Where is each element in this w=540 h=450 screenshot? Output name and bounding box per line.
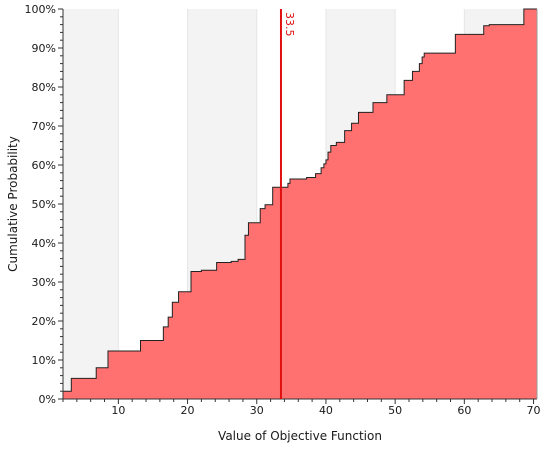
- x-tick-label: 10: [111, 404, 125, 417]
- y-tick-label: 90%: [32, 42, 56, 55]
- y-tick-label: 20%: [32, 315, 56, 328]
- y-tick-label: 80%: [32, 81, 56, 94]
- background-band: [63, 9, 119, 399]
- y-tick-label: 100%: [25, 3, 56, 16]
- x-tick-label: 20: [181, 404, 195, 417]
- y-tick-label: 70%: [32, 120, 56, 133]
- y-tick-label: 60%: [32, 159, 56, 172]
- x-tick-label: 40: [319, 404, 333, 417]
- y-tick-label: 40%: [32, 237, 56, 250]
- x-tick-label: 50: [388, 404, 402, 417]
- x-tick-label: 70: [527, 404, 540, 417]
- x-tick-label: 30: [250, 404, 264, 417]
- x-tick-label: 60: [457, 404, 471, 417]
- y-tick-label: 30%: [32, 276, 56, 289]
- x-axis-title: Value of Objective Function: [218, 429, 382, 443]
- y-tick-label: 50%: [32, 198, 56, 211]
- y-tick-label: 0%: [39, 393, 56, 406]
- y-axis-title: Cumulative Probability: [6, 136, 20, 272]
- y-tick-label: 10%: [32, 354, 56, 367]
- cumulative-step-line: [63, 8, 537, 392]
- cumulative-area: [63, 9, 537, 399]
- marker-label: 33.5: [283, 12, 296, 37]
- y-axis-ticks: 0% 10% 20% 30% 40% 50% 60% 70% 80% 90% 100%: [25, 3, 63, 406]
- x-axis-ticks: 10 20 30 40 50 60 70: [62, 399, 540, 417]
